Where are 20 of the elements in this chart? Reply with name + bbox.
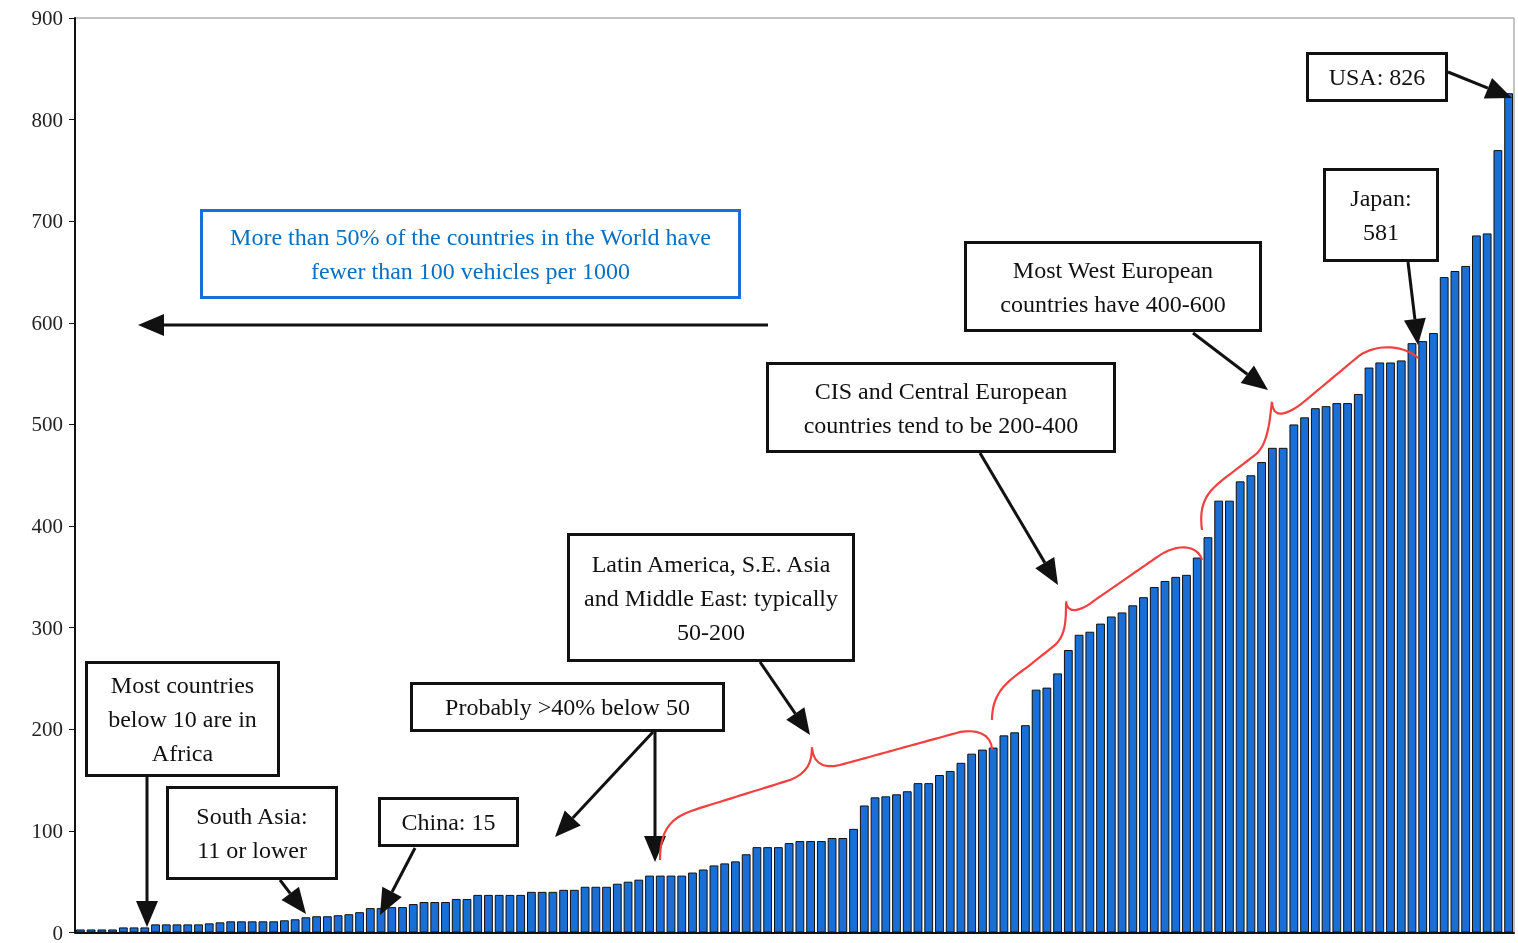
y-tick-label: 800 <box>31 107 63 132</box>
annotation: USA: 826 <box>1327 63 1427 92</box>
y-tick-label: 200 <box>31 717 63 742</box>
y-tick-label: 700 <box>31 209 63 234</box>
annotation: Most West European countries have 400-600 <box>999 255 1227 319</box>
annotation: CIS and Central European countries tend to be 200-400 <box>802 376 1080 440</box>
y-tick-label: 900 <box>31 6 63 30</box>
y-tick-label: 500 <box>31 412 63 437</box>
y-tick-label: 400 <box>31 514 63 539</box>
y-tick-label: 100 <box>31 818 63 843</box>
annotation: Japan: 581 <box>1349 184 1413 247</box>
annotation: Latin America, S.E. Asia and Middle East: typically 50-200 <box>583 549 839 647</box>
annotation: Most countries below 10 are in Africa <box>107 671 258 768</box>
annotation: China: 15 <box>400 808 497 837</box>
annotation: Probably >40% below 50 <box>444 693 691 722</box>
y-tick-label: 0 <box>52 920 63 943</box>
annotation: South Asia: 11 or lower <box>195 802 309 865</box>
y-tick-label: 600 <box>31 310 63 335</box>
annotation: More than 50% of the countries in the World have fewer than 100 vehicles per 1000 <box>229 223 712 286</box>
y-tick-label: 300 <box>31 615 63 640</box>
